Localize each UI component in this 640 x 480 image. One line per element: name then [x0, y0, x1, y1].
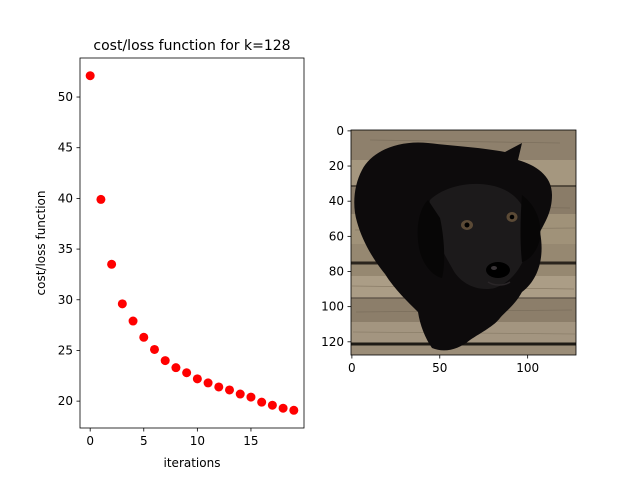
- y-tick-label: 50: [58, 90, 73, 104]
- data-points: [85, 71, 299, 415]
- y-tick-label: 25: [58, 343, 73, 357]
- data-point: [117, 299, 127, 309]
- data-point: [149, 344, 159, 354]
- y-tick-label: 30: [58, 293, 73, 307]
- y-tick-label: 45: [58, 141, 73, 155]
- data-point: [171, 363, 181, 373]
- data-point: [246, 392, 256, 402]
- image-frame: [350, 129, 577, 356]
- x-tick-label: 5: [140, 434, 148, 448]
- image-y-tick-label: 100: [321, 300, 344, 314]
- image-y-tick-label: 120: [321, 335, 344, 349]
- image-x-tick-label: 100: [516, 361, 539, 375]
- dog-image-panel: 0 20 40 60 80 100 120 0 50 100: [321, 124, 577, 375]
- x-axis-label: iterations: [164, 456, 221, 470]
- data-point: [225, 385, 235, 395]
- image-x-axis-ticks: 0 50 100: [348, 355, 539, 375]
- x-tick-label: 15: [243, 434, 258, 448]
- data-point: [182, 368, 192, 378]
- y-tick-label: 40: [58, 191, 73, 205]
- data-point: [192, 374, 202, 384]
- data-point: [96, 194, 106, 204]
- dog: [354, 142, 552, 351]
- data-point: [278, 403, 288, 413]
- data-point: [235, 389, 245, 399]
- x-tick-label: 0: [86, 434, 94, 448]
- chart-title: cost/loss function for k=128: [93, 38, 290, 54]
- plot-frame: [79, 57, 305, 429]
- image-x-tick-label: 0: [348, 361, 356, 375]
- y-tick-label: 20: [58, 394, 73, 408]
- data-point: [139, 332, 149, 342]
- data-point: [257, 397, 267, 407]
- image-x-tick-label: 50: [432, 361, 447, 375]
- y-axis-label: cost/loss function: [34, 191, 48, 296]
- x-axis-ticks: 0 5 10 15: [86, 428, 259, 448]
- y-axis-ticks: 20 25 30 35 40 45 50: [58, 90, 80, 408]
- data-point: [85, 71, 95, 81]
- x-tick-label: 10: [190, 434, 205, 448]
- data-point: [289, 405, 299, 415]
- data-point: [214, 382, 224, 392]
- image-y-tick-label: 60: [329, 229, 344, 243]
- image-y-axis-ticks: 0 20 40 60 80 100 120: [321, 124, 351, 349]
- data-point: [160, 356, 170, 366]
- image-y-tick-label: 20: [329, 159, 344, 173]
- image-y-tick-label: 0: [336, 124, 344, 138]
- y-tick-label: 35: [58, 242, 73, 256]
- dog-photo: [351, 130, 576, 355]
- loss-scatter-chart: cost/loss function for k=128 20 25 30 35 40 4…: [34, 38, 305, 470]
- image-y-tick-label: 80: [329, 265, 344, 279]
- data-point: [267, 400, 277, 410]
- data-point: [203, 378, 213, 388]
- data-point: [107, 259, 117, 269]
- data-point: [128, 316, 138, 326]
- image-y-tick-label: 40: [329, 194, 344, 208]
